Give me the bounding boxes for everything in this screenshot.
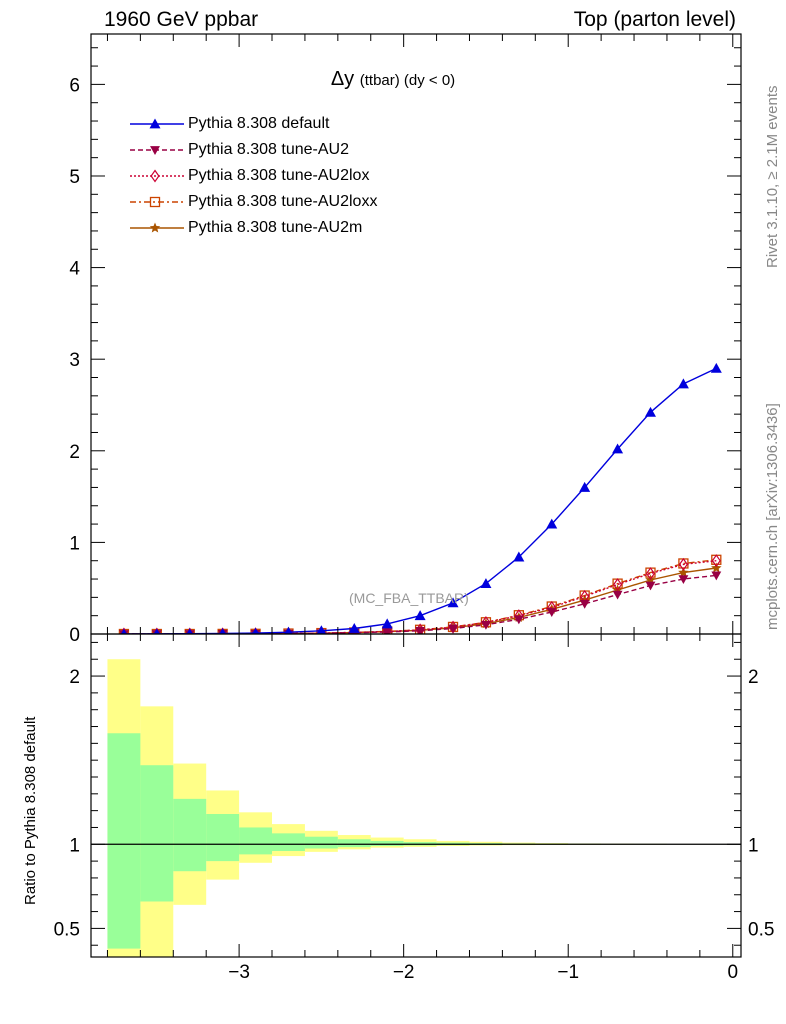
legend-swatch-au2lox (130, 169, 184, 183)
ratio-inner-band-bin (370, 840, 404, 846)
ratio-inner-band-bin (239, 827, 273, 855)
legend-swatch-marker (150, 169, 160, 183)
ratio-frame (90, 633, 742, 958)
series-point (579, 599, 590, 609)
series-point (480, 620, 491, 630)
ratio-y-tick-label-right: 0.5 (748, 919, 774, 940)
ratio-y-axis-label: Ratio to Pythia 8.308 default (22, 716, 39, 905)
chart-title: Δy (ttbar) (dy < 0) (0, 68, 786, 91)
main-panel-series (118, 362, 722, 634)
x-tick-label: 0 (727, 962, 738, 983)
chart-title-main: Δy (330, 68, 355, 90)
ratio-panel (107, 659, 733, 957)
legend-label-au2: Pythia 8.308 tune-AU2 (188, 141, 349, 158)
series-point (480, 578, 492, 589)
series-point (382, 628, 393, 634)
y-tick-label: 0 (69, 625, 80, 646)
ratio-inner-band-bin (337, 839, 371, 848)
series-point (546, 608, 557, 617)
series-point (678, 575, 689, 584)
legend-item-au2lox: Pythia 8.308 tune-AU2lox (128, 166, 448, 190)
legend-swatch-marker (149, 118, 161, 129)
ratio-inner-band-bin (140, 765, 174, 902)
series-point (513, 615, 524, 625)
legend-swatch-marker (149, 196, 161, 208)
ratio-inner-band-bin (107, 733, 141, 949)
series-point (612, 577, 623, 592)
series-point (186, 628, 193, 634)
series-point (316, 625, 327, 634)
ratio-inner-band-bin (304, 836, 338, 849)
series-point (710, 362, 722, 373)
series-point (513, 551, 525, 562)
series-point (448, 624, 458, 634)
legend-label-au2lox: Pythia 8.308 tune-AU2lox (188, 167, 370, 184)
legend-swatch-default (130, 118, 184, 129)
series-point (711, 571, 722, 581)
series-point (251, 627, 260, 634)
series-point (711, 554, 721, 568)
legend-swatch-marker (150, 146, 160, 155)
series-point (447, 597, 459, 608)
series-point (153, 628, 160, 634)
legend-swatch-marker (149, 222, 161, 233)
series-point (612, 590, 623, 600)
legend-label-au2m: Pythia 8.308 tune-AU2m (188, 219, 363, 236)
legend-label-default: Pythia 8.308 default (188, 115, 330, 132)
series-point (579, 481, 591, 492)
rivet-version-label: Rivet 3.1.10, ≥ 2.1M events (764, 85, 781, 269)
y-tick-label: 4 (69, 259, 80, 280)
series-point (120, 628, 127, 634)
series-point (546, 518, 558, 529)
mcplots-reference-label: mcplots.cern.ch [arXiv:1306.3436] (764, 403, 781, 630)
ratio-y-tick-label-left: 1 (69, 835, 80, 856)
y-tick-label: 1 (69, 533, 80, 554)
analysis-watermark: (MC_FBA_TTBAR) (349, 590, 469, 606)
legend-swatch-au2loxx (130, 196, 184, 208)
header-collider-label: 1960 GeV ppbar (104, 8, 259, 31)
series-point (644, 406, 656, 417)
x-tick-label: −1 (557, 962, 579, 983)
ratio-y-tick-label-right: 1 (748, 835, 759, 856)
y-tick-label: 3 (69, 350, 80, 371)
series-point (612, 443, 624, 454)
ratio-y-tick-label-left: 2 (69, 667, 80, 688)
ratio-inner-band-bin (272, 833, 305, 852)
series-point (677, 378, 689, 389)
legend-item-au2: Pythia 8.308 tune-AU2 (128, 140, 448, 164)
y-tick-label: 6 (69, 75, 80, 96)
series-point (414, 610, 426, 621)
series-point (645, 566, 656, 581)
y-tick-label: 5 (69, 167, 80, 188)
ratio-y-tick-label-right: 2 (748, 667, 759, 688)
legend-label-au2loxx: Pythia 8.308 tune-AU2loxx (188, 193, 378, 210)
ratio-inner-band-bin (206, 814, 240, 862)
y-tick-label: 2 (69, 442, 80, 463)
header-process-label: Top (parton level) (573, 8, 736, 31)
ratio-y-tick-label-left: 0.5 (54, 919, 80, 940)
x-tick-label: −2 (393, 962, 415, 983)
x-tick-label: −3 (228, 962, 250, 983)
legend-item-default: Pythia 8.308 default (128, 114, 448, 138)
series-point (381, 618, 393, 629)
legend-item-au2loxx: Pythia 8.308 tune-AU2loxx (128, 192, 448, 216)
series-point (284, 626, 293, 634)
series-point (678, 567, 689, 578)
series-point (415, 626, 426, 634)
series-point (711, 562, 722, 573)
series-point (219, 627, 227, 634)
series-point (348, 623, 360, 633)
series-point (678, 557, 688, 571)
ratio-inner-band-bin (173, 798, 207, 872)
legend-swatch-au2m (130, 222, 184, 233)
legend-item-au2m: Pythia 8.308 tune-AU2m (128, 218, 448, 242)
series-point (645, 581, 656, 591)
legend-swatch-au2 (130, 146, 184, 155)
chart-title-sub: (ttbar) (dy < 0) (359, 72, 456, 89)
